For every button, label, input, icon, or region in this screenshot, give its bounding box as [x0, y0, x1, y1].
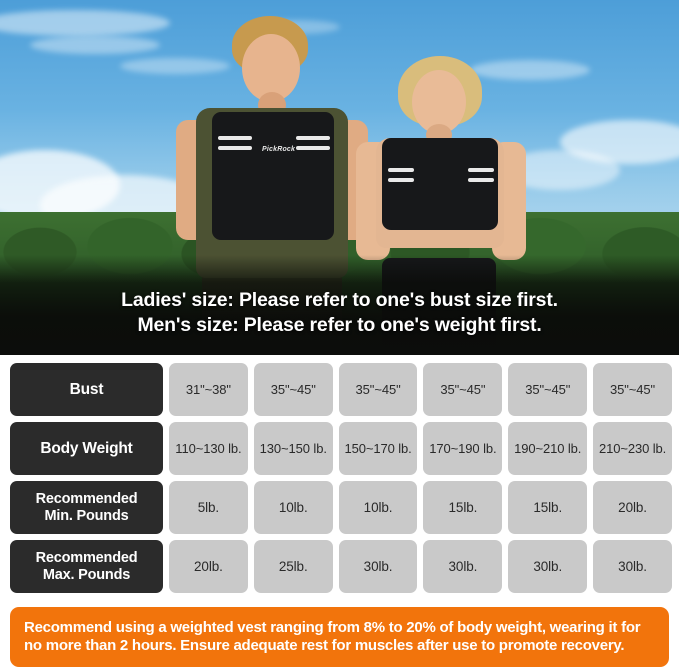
table-cell: 130~150 lb. [253, 422, 333, 475]
table-cell: 35"~45" [423, 363, 503, 416]
table-cell: 35"~45" [508, 363, 588, 416]
table-row-bust: Bust 31"~38" 35"~45" 35"~45" 35"~45" 35"… [10, 363, 672, 416]
row-label-line2: Max. Pounds [42, 566, 131, 583]
hero-photo: PickRock Ladies' size: Please refer to o… [0, 0, 679, 355]
vest-reflective-strap [218, 146, 252, 150]
weighted-vest [382, 138, 498, 230]
table-cell: 25lb. [253, 540, 333, 593]
table-cell: 35"~45" [593, 363, 672, 416]
weighted-vest [212, 112, 334, 240]
vest-reflective-strap [388, 168, 414, 172]
caption-line-ladies: Ladies' size: Please refer to one's bust… [121, 289, 558, 311]
table-row-max-pounds: Recommended Max. Pounds 20lb. 25lb. 30lb… [10, 540, 672, 593]
row-label-max-pounds: Recommended Max. Pounds [10, 540, 163, 593]
table-cell: 20lb. [593, 481, 672, 534]
row-label-line1: Recommended [35, 491, 138, 508]
table-cell: 190~210 lb. [508, 422, 588, 475]
table-cell: 5lb. [169, 481, 248, 534]
table-cell: 170~190 lb. [423, 422, 503, 475]
row-label-body-weight: Body Weight [10, 422, 163, 475]
table-row-min-pounds: Recommended Min. Pounds 5lb. 10lb. 10lb.… [10, 481, 672, 534]
cloud-shape [120, 58, 230, 74]
row-label-bust: Bust [10, 363, 163, 416]
table-cell: 15lb. [508, 481, 588, 534]
hero-caption-overlay: Ladies' size: Please refer to one's bust… [0, 255, 679, 355]
table-cell: 30lb. [423, 540, 503, 593]
recommendation-banner: Recommend using a weighted vest ranging … [10, 607, 669, 667]
size-table: Bust 31"~38" 35"~45" 35"~45" 35"~45" 35"… [0, 355, 679, 599]
vest-reflective-strap [296, 136, 330, 140]
vest-brand-logo: PickRock [262, 146, 296, 153]
vest-reflective-strap [296, 146, 330, 150]
table-cell: 15lb. [423, 481, 503, 534]
table-cell: 10lb. [253, 481, 333, 534]
cloud-shape [30, 36, 160, 54]
row-label-min-pounds: Recommended Min. Pounds [10, 481, 163, 534]
vest-reflective-strap [468, 178, 494, 182]
face [412, 70, 466, 134]
table-cell: 30lb. [508, 540, 588, 593]
row-label-line1: Recommended [35, 550, 138, 567]
cloud-shape [470, 60, 590, 80]
vest-reflective-strap [468, 168, 494, 172]
table-cell: 110~130 lb. [169, 422, 248, 475]
caption-line-men: Men's size: Please refer to one's weight… [137, 314, 542, 336]
cloud-shape [560, 120, 679, 164]
vest-reflective-strap [218, 136, 252, 140]
cloud-shape [0, 10, 170, 36]
recommendation-text: Recommend using a weighted vest ranging … [24, 618, 641, 654]
table-cell: 20lb. [169, 540, 248, 593]
table-cell: 30lb. [593, 540, 672, 593]
face [242, 34, 300, 102]
table-cell: 150~170 lb. [338, 422, 418, 475]
row-label-line2: Min. Pounds [44, 507, 129, 524]
table-cell: 35"~45" [253, 363, 333, 416]
table-cell: 35"~45" [338, 363, 418, 416]
table-row-body-weight: Body Weight 110~130 lb. 130~150 lb. 150~… [10, 422, 672, 475]
vest-reflective-strap [388, 178, 414, 182]
table-cell: 10lb. [338, 481, 418, 534]
table-cell: 30lb. [338, 540, 418, 593]
table-cell: 210~230 lb. [593, 422, 672, 475]
table-cell: 31"~38" [169, 363, 248, 416]
